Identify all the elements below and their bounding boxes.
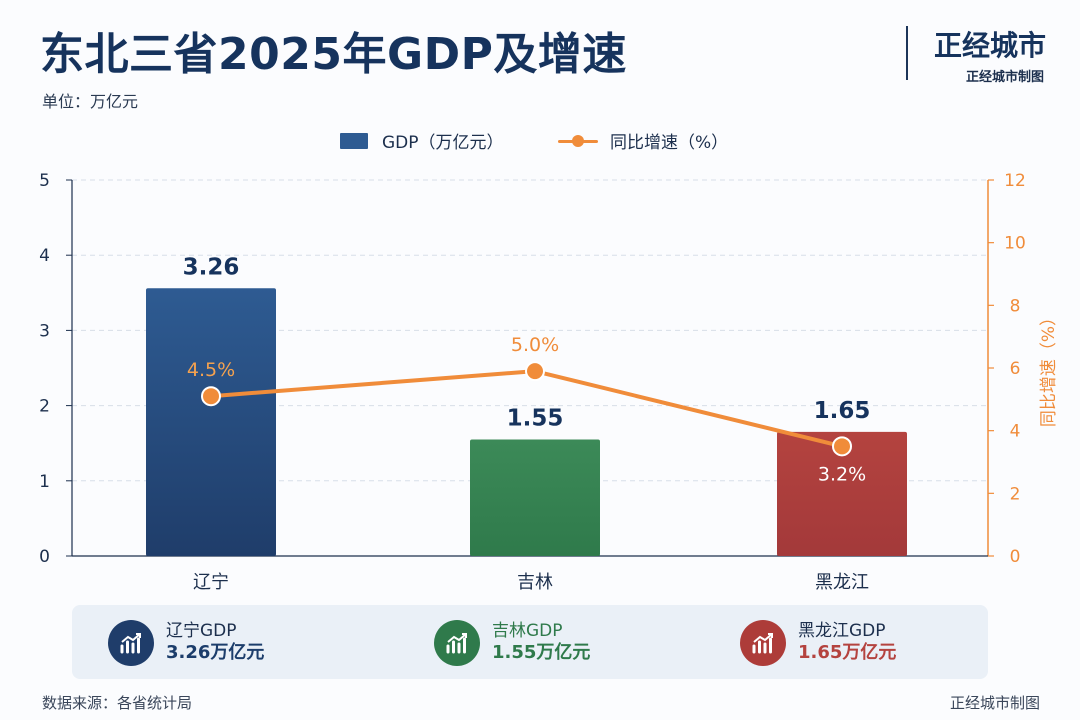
summary-label: 辽宁GDP [166, 621, 237, 642]
footer-credit: 正经城市制图 [949, 694, 1040, 712]
y-right-tick-label: 10 [1004, 234, 1026, 254]
y-left-tick-label: 4 [39, 246, 50, 266]
bar-value-label: 1.65 [814, 398, 871, 424]
summary-label: 吉林GDP [492, 621, 563, 642]
y-left-tick-label: 5 [39, 171, 50, 191]
summary-panel: 辽宁GDP 3.26万亿元 吉林GDP 1.55万亿元 黑龙江GDP 1.65万… [72, 605, 988, 679]
y-left-tick-label: 3 [39, 321, 50, 341]
growth-value-label: 4.5% [187, 359, 235, 381]
unit-label: 单位：万亿元 [42, 92, 139, 111]
legend-item-gdp: GDP（万亿元） [340, 128, 504, 153]
summary-card-jilin: 吉林GDP 1.55万亿元 [434, 617, 590, 669]
growth-chart-icon [108, 620, 154, 666]
chart-title: 东北三省2025年GDP及增速 [40, 29, 627, 80]
growth-point [201, 386, 221, 407]
legend-item-growth: 同比增速（%） [558, 128, 728, 153]
growth-value-label: 5.0% [511, 334, 559, 356]
summary-card-heilongjiang: 黑龙江GDP 1.65万亿元 [740, 617, 896, 669]
brand-divider [906, 26, 908, 80]
data-source: 数据来源：各省统计局 [42, 694, 193, 712]
y-right-tick-label: 2 [1010, 484, 1021, 504]
legend-label-gdp: GDP（万亿元） [382, 133, 504, 153]
summary-value: 1.55万亿元 [492, 642, 591, 664]
summary-label: 黑龙江GDP [798, 621, 886, 642]
y-left-tick-label: 2 [39, 397, 50, 417]
legend-line-swatch [558, 133, 598, 149]
bar-0 [146, 288, 276, 556]
y-right-tick-label: 12 [1004, 171, 1026, 191]
x-tick-label: 辽宁 [193, 572, 229, 593]
legend-label-growth: 同比增速（%） [610, 133, 729, 153]
y-right-tick-label: 6 [1010, 359, 1021, 379]
y-right-tick-label: 8 [1010, 296, 1021, 316]
bar-2 [777, 431, 907, 556]
summary-value: 3.26万亿元 [166, 642, 265, 664]
legend-bar-swatch [340, 132, 368, 149]
brand-subtitle: 正经城市制图 [965, 70, 1044, 85]
growth-chart-icon [434, 620, 480, 666]
y-right-tick-label: 0 [1010, 547, 1021, 567]
y-left-tick-label: 0 [39, 547, 50, 567]
summary-value: 1.65万亿元 [798, 642, 897, 664]
bar-value-label: 3.26 [183, 254, 240, 280]
growth-chart-icon [740, 620, 786, 666]
growth-value-label: 3.2% [818, 463, 866, 485]
bar-value-label: 1.55 [507, 405, 564, 431]
growth-point [525, 361, 545, 382]
y-right-axis-title: 同比增速（%） [1039, 309, 1059, 427]
brand-name: 正经城市 [933, 29, 1046, 62]
legend: GDP（万亿元） 同比增速（%） [0, 128, 1080, 154]
summary-card-liaoning: 辽宁GDP 3.26万亿元 [108, 617, 264, 669]
bar-1 [470, 439, 600, 556]
x-tick-label: 黑龙江 [815, 572, 869, 593]
y-right-tick-label: 4 [1010, 422, 1021, 442]
y-left-tick-label: 1 [39, 472, 50, 492]
x-tick-label: 吉林 [517, 572, 553, 593]
growth-point [832, 436, 852, 457]
